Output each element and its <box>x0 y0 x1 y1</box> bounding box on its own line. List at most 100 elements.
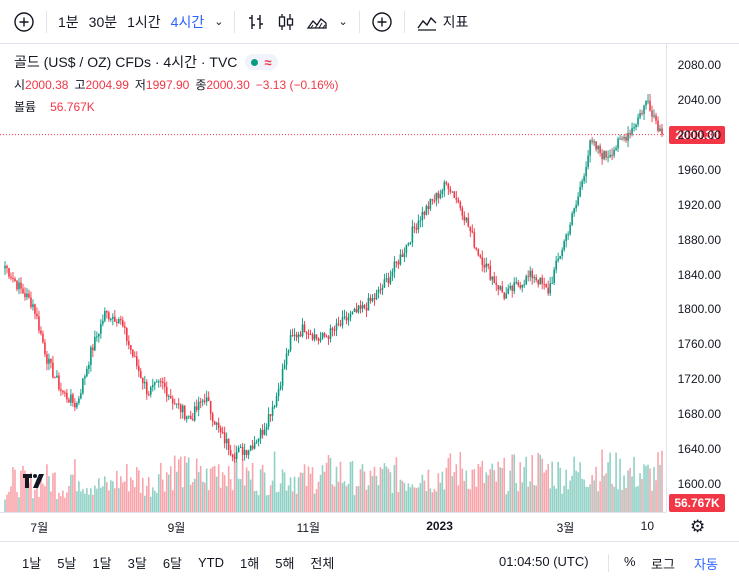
candle <box>389 270 392 286</box>
volume-bar <box>319 474 322 512</box>
volume-bar <box>237 478 240 512</box>
volume-bar <box>629 467 631 512</box>
candle <box>497 285 500 296</box>
candle <box>379 282 382 295</box>
add-symbol-button[interactable] <box>8 7 40 37</box>
candle <box>229 444 232 457</box>
volume-bar <box>627 470 629 512</box>
range-1year[interactable]: 1해 <box>240 555 260 571</box>
chart-pane[interactable] <box>0 44 739 512</box>
volume-bar <box>94 485 96 512</box>
chart-type-dropdown[interactable]: ⌄ <box>333 7 352 37</box>
volume-bar <box>505 494 508 512</box>
candle <box>593 139 595 147</box>
interval-dropdown[interactable]: ⌄ <box>209 7 228 37</box>
range-6month[interactable]: 6달 <box>162 555 183 571</box>
interval-30min[interactable]: 30분 <box>88 13 118 30</box>
volume-bar <box>543 472 545 512</box>
range-1day[interactable]: 1날 <box>22 555 42 571</box>
candle <box>132 348 134 358</box>
candle <box>341 310 344 329</box>
candle <box>545 283 547 288</box>
volume-bar <box>289 477 292 512</box>
volume-bar <box>599 481 601 512</box>
volume-bar <box>601 449 603 512</box>
volume-bar <box>529 481 532 512</box>
volume-bar <box>619 458 621 512</box>
interval-4hour[interactable]: 4시간 <box>170 13 205 30</box>
tradingview-logo[interactable] <box>22 472 48 490</box>
volume-bar <box>371 475 374 512</box>
candle <box>339 319 342 327</box>
volume-bar <box>169 466 172 512</box>
bar-style-button[interactable] <box>241 7 271 37</box>
volume-bar <box>545 469 547 512</box>
interval-1min[interactable]: 1분 <box>58 13 79 30</box>
candle <box>175 403 178 409</box>
volume-bar <box>325 462 328 512</box>
candle <box>265 423 268 436</box>
price-tick-label: 1880.00 <box>677 232 721 247</box>
candle <box>102 314 104 327</box>
volume-bar <box>189 484 192 512</box>
chart-settings-button[interactable]: ⚙ <box>690 517 705 537</box>
percent-toggle[interactable]: % <box>624 554 636 569</box>
volume-bar <box>359 469 362 512</box>
candle <box>321 332 324 340</box>
volume-bar <box>307 466 310 512</box>
volume-bar <box>223 475 226 512</box>
volume-bar <box>531 455 533 512</box>
range-5year[interactable]: 5해 <box>275 555 295 571</box>
price-chart[interactable] <box>0 44 666 512</box>
interval-1hour[interactable]: 1시간 <box>127 13 161 30</box>
range-1month[interactable]: 1달 <box>92 555 112 571</box>
volume-bar <box>139 492 142 512</box>
volume-bar <box>491 463 494 512</box>
symbol-title[interactable]: 골드 (US$ / OZ) CFDs · 4시간 · TVC <box>14 54 238 70</box>
volume-legend: 볼륨 56.767K <box>14 98 344 115</box>
indicators-button[interactable]: 지표 <box>411 7 474 37</box>
volume-bar <box>521 482 524 512</box>
range-all[interactable]: 전체 <box>310 555 335 571</box>
candle <box>293 328 296 341</box>
volume-bar <box>137 470 140 512</box>
volume-bar <box>12 467 14 512</box>
tradingview-logo-icon <box>23 474 44 488</box>
volume-bar <box>561 493 563 512</box>
volume-bar <box>423 480 426 512</box>
candle <box>539 277 541 285</box>
candle <box>64 390 66 398</box>
volume-bar <box>32 498 34 512</box>
market-status-pill[interactable]: ≈ <box>245 54 278 70</box>
auto-toggle[interactable]: 자동 <box>694 557 718 572</box>
volume-bar <box>241 458 244 512</box>
log-toggle[interactable]: 로그 <box>651 557 675 572</box>
range-3month[interactable]: 3달 <box>127 555 147 571</box>
volume-bar <box>183 456 186 512</box>
volume-bar <box>52 473 54 512</box>
candle <box>601 149 603 165</box>
volume-bar <box>439 482 442 512</box>
utc-clock[interactable]: 01:04:50 (UTC) <box>499 554 589 569</box>
candle <box>555 255 557 274</box>
volume-bar <box>181 487 184 512</box>
volume-bar <box>159 462 162 512</box>
area-style-button[interactable] <box>301 7 333 37</box>
volume-bar <box>383 463 386 512</box>
range-ytd[interactable]: YTD <box>198 554 225 570</box>
range-5day[interactable]: 5날 <box>57 555 77 571</box>
volume-bar <box>98 478 100 512</box>
candle <box>309 329 312 336</box>
candle <box>381 284 384 296</box>
volume-bar <box>315 489 318 512</box>
candle <box>629 129 631 139</box>
price-axis[interactable]: 2000.30 56.767K 2080.00 2040.00 2000.00 196… <box>666 44 739 512</box>
candle-style-button[interactable] <box>271 7 301 37</box>
candle <box>197 396 200 417</box>
candle <box>151 378 154 392</box>
candle <box>353 307 356 313</box>
time-axis[interactable]: 7월 9월 11월 2023 3월 10 <box>0 512 666 540</box>
volume-bar <box>351 461 354 512</box>
volume-bar <box>513 454 516 512</box>
compare-button[interactable] <box>366 7 398 37</box>
